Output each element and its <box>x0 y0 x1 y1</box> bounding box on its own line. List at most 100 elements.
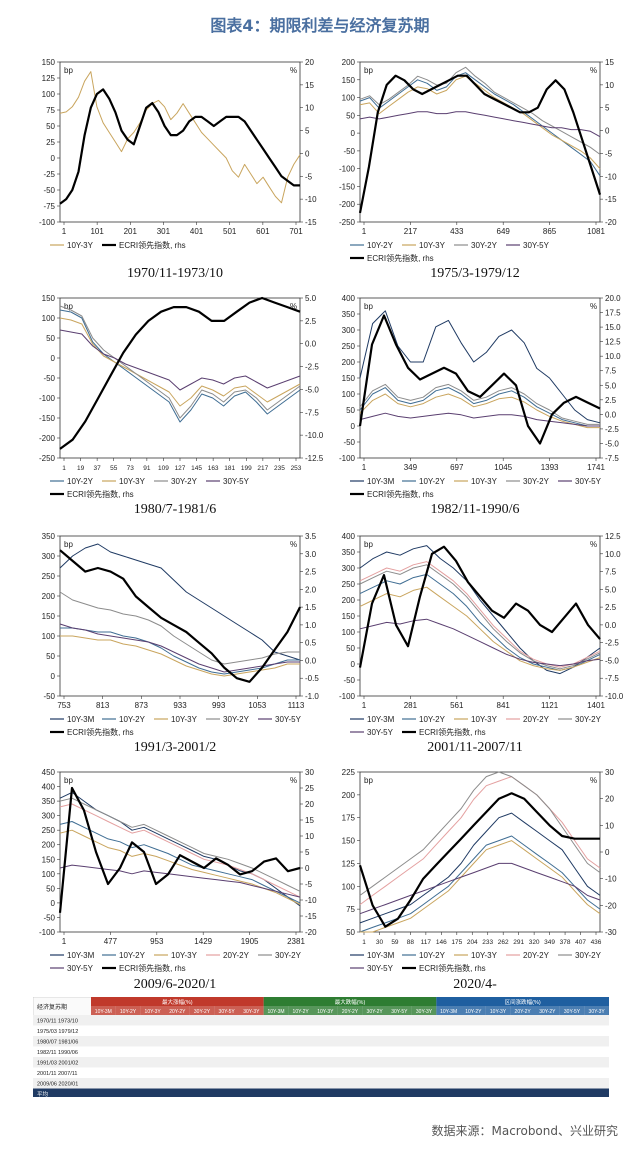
table-col-header <box>189 1006 215 1015</box>
series-line-30y-2y <box>359 564 601 670</box>
series-line-ecri <box>58 786 301 913</box>
legend-label: 10Y-2Y <box>419 715 446 724</box>
table-col-label: 10Y-3Y <box>317 1009 334 1015</box>
legend-label: 30Y-5Y <box>523 241 550 250</box>
left-tick-label: 200 <box>342 358 356 367</box>
legend-label: 30Y-5Y <box>223 477 250 486</box>
plot-frame <box>59 535 301 697</box>
right-tick-label: 0 <box>605 848 610 857</box>
table-col-header <box>263 1006 289 1015</box>
period-title-4: 1982/11-1990/6 <box>430 502 520 517</box>
series-line-30y-2y <box>359 771 601 896</box>
right-tick-label: 7.5 <box>605 568 617 577</box>
left-tick-label: 200 <box>42 841 56 850</box>
right-tick-label: 5 <box>605 104 610 113</box>
table-col-label: 10Y-3M <box>267 1009 284 1015</box>
legend-label: 10Y-2Y <box>419 951 446 960</box>
left-tick-label: 350 <box>342 548 356 557</box>
legend-label: 20Y-2Y <box>223 951 250 960</box>
legend-label: ECRI领先指数, rhs <box>367 489 434 499</box>
left-tick-label: 100 <box>42 90 56 99</box>
left-tick-label: -50 <box>343 676 355 685</box>
x-tick-label: 433 <box>450 227 464 236</box>
chart-svg-7: bp %450400350300250200150100500-50-100302… <box>39 768 317 973</box>
plot-frame <box>359 297 601 459</box>
right-tick-label: 0.0 <box>305 340 317 349</box>
right-tick-label: -10 <box>305 896 317 905</box>
series-line-20y-2y <box>59 803 301 898</box>
chart-panel-8: bp% 225 200 175 150 125 100 75 50 30 20 10 0 -10 -20 -3… <box>320 762 630 1007</box>
period-title-6: 2001/11-2007/11 <box>427 740 523 755</box>
series-line-30y-5y <box>359 111 601 138</box>
legend-label: 10Y-3M <box>367 715 395 724</box>
left-tick-label: 0 <box>51 672 56 681</box>
right-tick-label: -2.5 <box>605 639 619 648</box>
right-tick-label: -10 <box>305 195 317 204</box>
table-col-label: 30Y-2Y <box>367 1009 384 1015</box>
left-tick-label: -100 <box>39 394 56 403</box>
left-tick-label: 200 <box>342 58 356 67</box>
right-tick-label: -20 <box>605 901 617 910</box>
x-tick-label: 2381 <box>287 937 305 946</box>
legend-label: ECRI领先指数, rhs <box>367 253 434 263</box>
x-tick-label: 501 <box>223 227 237 236</box>
x-tick-label: 30 <box>376 939 384 946</box>
legend-label: ECRI领先指数, rhs <box>119 240 186 250</box>
period-title-1: 1970/11-1973/10 <box>127 266 223 281</box>
left-unit-label: bp <box>364 776 373 785</box>
legend-label: 30Y-2Y <box>575 715 602 724</box>
right-tick-label: 0.0 <box>605 410 617 419</box>
right-tick-label: 10 <box>305 104 314 113</box>
plot-frame <box>59 297 301 459</box>
legend-label: 30Y-2Y <box>223 715 250 724</box>
x-tick-label: 37 <box>94 465 102 472</box>
right-tick-label: -1.0 <box>305 692 319 701</box>
table-col-label: 10Y-3Y <box>490 1009 507 1015</box>
x-tick-label: 163 <box>208 465 219 472</box>
x-tick-label: 953 <box>150 937 164 946</box>
table-col-header <box>288 1006 313 1015</box>
left-tick-label: 100 <box>342 94 356 103</box>
series-line-30y-2y <box>359 383 600 425</box>
series-line-30y-5y <box>59 329 301 391</box>
table-row <box>33 1046 609 1057</box>
x-tick-label: 233 <box>482 939 493 946</box>
left-tick-label: 150 <box>42 294 56 303</box>
legend-label: 10Y-3Y <box>419 241 446 250</box>
table-row <box>33 1057 609 1068</box>
left-tick-label: 150 <box>342 837 356 846</box>
right-tick-label: -5 <box>305 880 313 889</box>
series-line-ecri <box>358 792 600 928</box>
right-tick-label: 0 <box>605 127 610 136</box>
left-tick-label: -50 <box>43 913 55 922</box>
right-tick-label: -5 <box>605 149 613 158</box>
left-tick-label: 100 <box>42 632 56 641</box>
left-tick-label: 150 <box>342 612 356 621</box>
x-tick-label: 1393 <box>541 463 559 472</box>
x-tick-label: 1 <box>62 465 66 472</box>
chart-svg-8: bp %22520017515012510075503020100-10-20-3… <box>342 768 617 973</box>
legend-label: 10Y-2Y <box>119 951 146 960</box>
right-tick-label: 20 <box>605 795 614 804</box>
left-tick-label: -50 <box>43 374 55 383</box>
right-tick-label: -15 <box>305 218 317 227</box>
x-tick-label: 235 <box>274 465 285 472</box>
left-tick-label: 300 <box>42 812 56 821</box>
right-tick-label: -2.5 <box>605 425 619 434</box>
x-tick-label: 1 <box>362 463 367 472</box>
left-tick-label: 300 <box>342 564 356 573</box>
left-tick-label: 0 <box>51 154 56 163</box>
chart-svg-1: bp %1501251007550250-25-50-75-10020151050… <box>39 58 317 250</box>
right-unit-label: % <box>290 540 297 549</box>
x-tick-label: 378 <box>560 939 571 946</box>
left-tick-label: 50 <box>46 122 55 131</box>
left-tick-label: 250 <box>42 826 56 835</box>
right-tick-label: 0.0 <box>605 621 617 630</box>
legend-label: 10Y-3M <box>367 951 395 960</box>
table-col-header <box>584 1006 609 1015</box>
left-tick-label: 0 <box>51 354 56 363</box>
right-tick-label: 15 <box>305 81 314 90</box>
table-row-period: 1980/07 1981/06 <box>37 1040 78 1046</box>
left-tick-label: 300 <box>42 552 56 561</box>
series-line-ecri <box>358 74 602 214</box>
